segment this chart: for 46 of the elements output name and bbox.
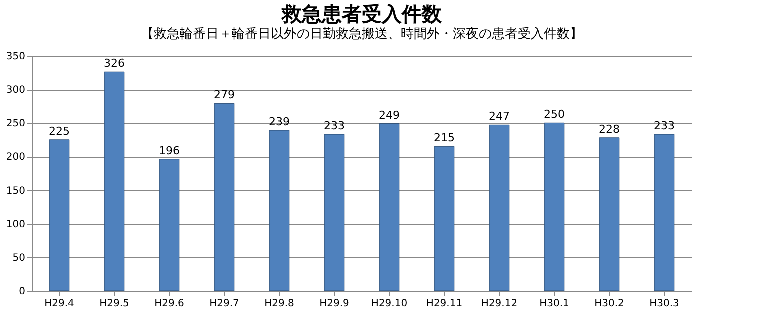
bar bbox=[544, 122, 565, 292]
data-label: 215 bbox=[434, 132, 455, 145]
y-tick-label: 350 bbox=[6, 52, 26, 62]
data-label: 225 bbox=[49, 124, 70, 138]
x-tick-label: H29.9 bbox=[320, 298, 350, 310]
chart-subtitle: 【救急輪番日＋輪番日以外の日勤救急搬送、時間外・深夜の患者受入件数】 bbox=[141, 26, 583, 42]
x-tick-label: H29.7 bbox=[210, 298, 240, 310]
data-label: 233 bbox=[324, 120, 345, 133]
bar bbox=[324, 134, 345, 292]
x-tick-label: H29.11 bbox=[426, 298, 463, 310]
x-tick-label: H29.12 bbox=[481, 298, 518, 310]
chart-title: 救急患者受入件数 bbox=[281, 2, 443, 26]
bar bbox=[489, 124, 510, 292]
bar bbox=[159, 159, 180, 292]
bar bbox=[599, 138, 620, 292]
y-tick-label: 100 bbox=[6, 219, 26, 230]
bar bbox=[654, 134, 675, 292]
x-tick-label: H29.8 bbox=[264, 298, 294, 310]
data-label: 250 bbox=[544, 108, 565, 122]
data-label: 326 bbox=[104, 57, 125, 70]
data-label: 239 bbox=[269, 116, 290, 129]
x-tick-label: H29.6 bbox=[154, 298, 184, 310]
x-tick-label: H29.4 bbox=[44, 298, 74, 310]
x-tick-label: H30.2 bbox=[594, 298, 624, 310]
y-tick-label: 300 bbox=[6, 85, 26, 96]
data-label: 196 bbox=[159, 144, 180, 158]
bar bbox=[269, 130, 290, 292]
y-tick-label: 200 bbox=[6, 152, 26, 164]
x-tick-label: H30.3 bbox=[650, 298, 680, 310]
data-label: 279 bbox=[214, 88, 235, 102]
data-label: 249 bbox=[379, 108, 400, 122]
data-label: 233 bbox=[654, 120, 675, 133]
x-tick-label: H29.5 bbox=[100, 298, 130, 310]
bar bbox=[49, 140, 70, 292]
bar bbox=[104, 72, 125, 292]
y-tick-label: 150 bbox=[6, 186, 26, 197]
y-tick-label: 250 bbox=[6, 118, 26, 130]
y-tick-label: 50 bbox=[12, 252, 26, 264]
bar bbox=[434, 146, 455, 292]
x-tick-label: H29.10 bbox=[371, 298, 408, 310]
bar bbox=[379, 124, 400, 292]
y-tick-label: 0 bbox=[19, 286, 26, 298]
bar bbox=[214, 103, 235, 292]
x-tick-label: H30.1 bbox=[540, 298, 570, 310]
data-label: 247 bbox=[489, 110, 510, 124]
data-label: 228 bbox=[599, 122, 620, 136]
